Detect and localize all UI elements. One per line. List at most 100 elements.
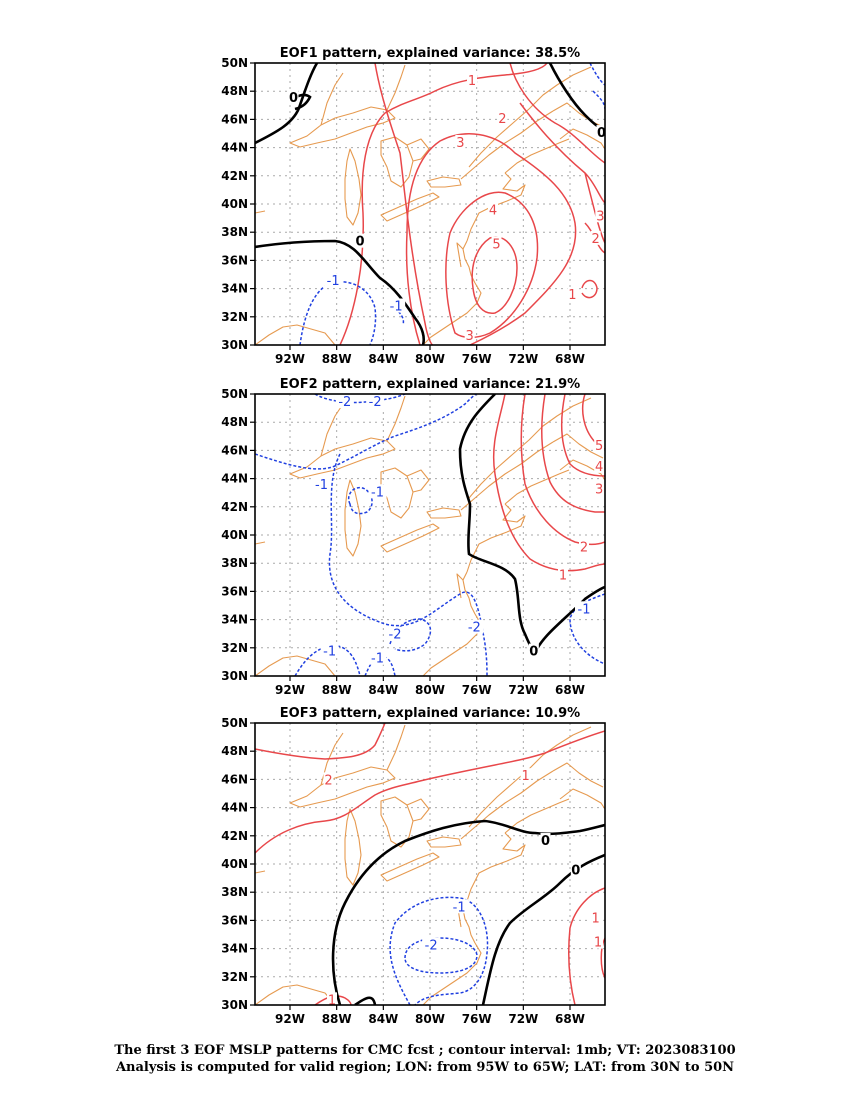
zero-contour — [354, 996, 377, 1005]
lat-tick-label: 40N — [221, 857, 248, 871]
negative-contour — [255, 394, 478, 470]
positive-contour — [255, 723, 386, 760]
contour-label: 0 — [571, 864, 580, 879]
lat-tick-label: 48N — [221, 415, 248, 429]
contour-label: 0 — [597, 126, 606, 141]
contour-label: 0 — [289, 91, 298, 106]
lat-tick-label: 46N — [221, 112, 248, 126]
contour-label: 2 — [592, 232, 600, 247]
lat-tick-label: 32N — [221, 970, 248, 984]
lat-tick-label: 42N — [221, 500, 248, 514]
contour-label: -2 — [468, 621, 481, 636]
lon-tick-label: 92W — [275, 683, 305, 697]
lat-tick-label: 36N — [221, 913, 248, 927]
positive-contour — [519, 102, 605, 204]
contour-label: 1 — [592, 912, 600, 927]
lat-tick-label: 34N — [221, 282, 248, 296]
contour-label: 2 — [498, 112, 506, 127]
contour-label: -2 — [338, 395, 351, 410]
positive-contour — [581, 279, 598, 299]
lat-tick-label: 34N — [221, 613, 248, 627]
lat-tick-label: 30N — [221, 338, 248, 352]
zero-contour — [255, 63, 319, 145]
negative-contour — [404, 937, 478, 974]
contour-label: 2 — [324, 773, 332, 788]
lon-tick-label: 88W — [322, 683, 352, 697]
contour-label: -1 — [453, 900, 466, 915]
lon-tick-label: 76W — [462, 683, 492, 697]
lon-tick-label: 68W — [555, 1012, 585, 1026]
contour-label: 0 — [529, 645, 538, 660]
contour-label: 3 — [596, 209, 604, 224]
positive-contour — [520, 394, 605, 546]
negative-contour — [299, 281, 377, 345]
lat-tick-label: 38N — [221, 225, 248, 239]
contour-label: 1 — [522, 769, 530, 784]
negative-contour — [569, 593, 605, 665]
positive-contour — [560, 394, 605, 477]
contour-label: -1 — [578, 602, 591, 617]
contour-label: 1 — [468, 74, 476, 89]
contour-label: -1 — [371, 485, 384, 500]
positive-contour — [255, 730, 605, 854]
contour-label: -1 — [371, 652, 384, 667]
zero-contour — [331, 819, 605, 1005]
panel-title: EOF2 pattern, explained variance: 21.9% — [280, 377, 580, 392]
positive-contour — [405, 133, 577, 345]
contour-label: 3 — [466, 329, 474, 344]
lon-tick-label: 72W — [508, 1012, 538, 1026]
contour-label: 4 — [489, 204, 497, 219]
positive-contour — [339, 63, 548, 345]
zero-contour — [481, 853, 605, 1005]
lat-tick-label: 32N — [221, 641, 248, 655]
contour-label: 2 — [580, 540, 588, 555]
lat-tick-label: 36N — [221, 584, 248, 598]
lat-tick-label: 40N — [221, 197, 248, 211]
lon-tick-label: 68W — [555, 352, 585, 366]
lon-tick-label: 88W — [322, 1012, 352, 1026]
eof2-panel: EOF2 pattern, explained variance: 21.9% -… — [221, 377, 606, 697]
lat-tick-label: 50N — [221, 56, 248, 70]
lon-tick-label: 76W — [462, 1012, 492, 1026]
lon-tick-label: 84W — [368, 1012, 398, 1026]
contour-label: 3 — [595, 482, 603, 497]
negative-contour — [589, 63, 605, 86]
contour-label: -2 — [425, 938, 438, 953]
lat-tick-label: 40N — [221, 528, 248, 542]
panel-title: EOF3 pattern, explained variance: 10.9% — [280, 706, 580, 721]
contour-label: -1 — [327, 274, 340, 289]
lon-tick-label: 84W — [368, 683, 398, 697]
lat-tick-label: 48N — [221, 84, 248, 98]
eof3-panel: EOF3 pattern, explained variance: 10.9% 2… — [221, 706, 606, 1026]
negative-contour — [328, 453, 488, 676]
zero-contour — [255, 239, 426, 345]
lon-tick-label: 88W — [322, 352, 352, 366]
negative-contour — [314, 394, 406, 404]
lat-tick-label: 42N — [221, 829, 248, 843]
positive-contour — [600, 937, 605, 979]
positive-contour — [540, 394, 605, 513]
negative-contour — [348, 487, 373, 515]
lat-tick-label: 32N — [221, 310, 248, 324]
contour-label: -1 — [315, 478, 328, 493]
negative-contour — [592, 90, 605, 110]
eof1-panel: EOF1 pattern, explained variance: 38.5% 1… — [221, 46, 606, 366]
lon-tick-label: 80W — [415, 352, 445, 366]
negative-contour — [389, 618, 432, 652]
lat-tick-label: 46N — [221, 772, 248, 786]
lat-tick-label: 44N — [221, 141, 248, 155]
caption-line-2: Analysis is computed for valid region; L… — [115, 1060, 735, 1075]
lat-tick-label: 38N — [221, 885, 248, 899]
panel-title: EOF1 pattern, explained variance: 38.5% — [280, 46, 580, 61]
positive-contour — [568, 887, 605, 1005]
lon-tick-label: 80W — [415, 1012, 445, 1026]
lat-tick-label: 42N — [221, 169, 248, 183]
positive-contour — [492, 394, 605, 572]
lat-tick-label: 30N — [221, 998, 248, 1012]
lat-tick-label: 38N — [221, 556, 248, 570]
lon-tick-label: 92W — [275, 1012, 305, 1026]
zero-contour — [458, 394, 605, 653]
contour-label: -1 — [323, 645, 336, 660]
lon-tick-label: 72W — [508, 683, 538, 697]
lat-tick-label: 36N — [221, 253, 248, 267]
